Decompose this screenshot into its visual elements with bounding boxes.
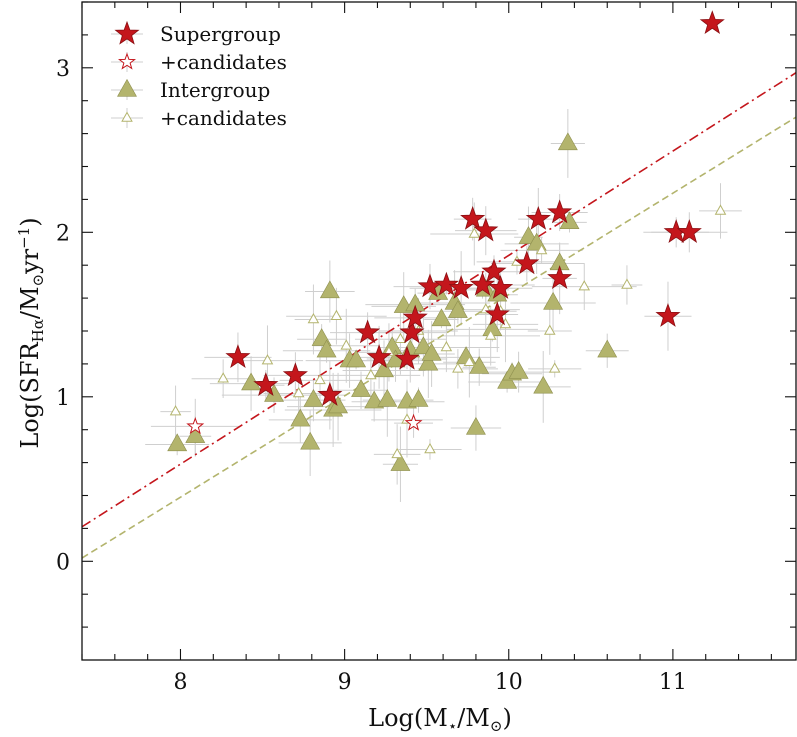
legend-marker-open-triangle bbox=[122, 113, 132, 122]
filledstar-point bbox=[701, 11, 724, 33]
opentriangle-point bbox=[315, 375, 325, 384]
legend-label-intergroup: Intergroup bbox=[160, 78, 270, 102]
legend-label-supergroup-candidates: +candidates bbox=[160, 50, 287, 74]
filledtriangle-point bbox=[409, 390, 428, 407]
opentriangle-point bbox=[425, 444, 435, 453]
opentriangle-point bbox=[579, 281, 589, 290]
filledtriangle-point bbox=[466, 418, 485, 435]
opentriangle-point bbox=[550, 363, 560, 372]
opentriangle-point bbox=[453, 363, 463, 372]
opentriangle-point bbox=[716, 205, 726, 214]
opentriangle-point bbox=[622, 279, 632, 288]
legend-label-supergroup: Supergroup bbox=[160, 22, 281, 46]
filledtriangle-point bbox=[558, 133, 577, 150]
legend-label-intergroup-candidates: +candidates bbox=[160, 106, 287, 130]
opentriangle-point bbox=[263, 355, 273, 364]
y-tick-label: 2 bbox=[56, 221, 70, 246]
y-tick-label: 3 bbox=[56, 57, 70, 82]
legend: Supergroup +candidates Intergroup +candi… bbox=[111, 22, 287, 130]
x-tick-label: 8 bbox=[173, 670, 187, 695]
filledtriangle-point bbox=[378, 390, 397, 407]
x-tick-label: 9 bbox=[338, 670, 352, 695]
filledtriangle-point bbox=[457, 347, 476, 364]
opentriangle-point bbox=[308, 314, 318, 323]
y-tick-label: 0 bbox=[56, 550, 70, 575]
filledtriangle-point bbox=[291, 409, 310, 426]
x-axis-label: Log(M⋆/M⊙) bbox=[368, 704, 512, 735]
legend-marker-filled-triangle bbox=[118, 80, 137, 97]
y-axis-label: Log(SFRHα/M⊙yr−1) bbox=[15, 217, 47, 448]
x-tick-label: 10 bbox=[495, 670, 523, 695]
filledtriangle-point bbox=[598, 340, 617, 357]
opentriangle-point bbox=[441, 342, 451, 351]
filledtriangle-point bbox=[534, 376, 553, 393]
opentriangle-point bbox=[366, 370, 376, 379]
opentriangle-point bbox=[331, 311, 341, 320]
x-tick-label: 11 bbox=[659, 670, 687, 695]
opentriangle-point bbox=[218, 373, 228, 382]
filledtriangle-point bbox=[301, 432, 320, 449]
opentriangle-point bbox=[171, 406, 181, 415]
legend-markers bbox=[111, 22, 143, 128]
error-bars bbox=[145, 109, 742, 502]
intergroup-fit-line bbox=[82, 117, 796, 558]
y-tick-label: 1 bbox=[56, 386, 70, 411]
